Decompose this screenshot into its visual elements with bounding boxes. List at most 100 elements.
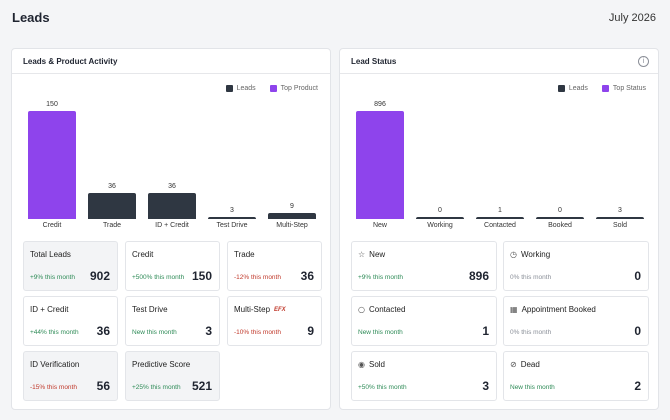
category-label: Multi-Step xyxy=(276,222,308,229)
tile-label: Test Drive xyxy=(132,305,168,314)
bar-test-drive[interactable]: 3 xyxy=(208,99,256,219)
tile-id-verification[interactable]: ID Verification -15% this month 56 xyxy=(23,351,118,401)
tile-test-drive[interactable]: Test Drive New this month 3 xyxy=(125,296,220,346)
tile-trend: New this month xyxy=(510,384,555,391)
bar-value-label: 0 xyxy=(438,207,442,214)
tile-new[interactable]: ☆ New +9% this month 896 xyxy=(351,241,497,291)
bar-value-label: 150 xyxy=(46,101,58,108)
category-label: Working xyxy=(427,222,453,229)
tile-value: 521 xyxy=(191,379,212,393)
tile-trend: +500% this month xyxy=(132,274,185,281)
bar-working[interactable]: 0 xyxy=(416,99,464,219)
bar-booked[interactable]: 0 xyxy=(536,99,584,219)
tile-credit[interactable]: Credit +500% this month 150 xyxy=(125,241,220,291)
lead-status-panel: Lead Status i Leads Top Status 896 0 1 0 3 ☆… xyxy=(339,48,659,410)
tile-trend: New this month xyxy=(132,329,177,336)
bar-mark xyxy=(208,216,256,219)
bar-id-credit[interactable]: 36 xyxy=(148,99,196,219)
bar-value-label: 36 xyxy=(108,183,116,191)
tile-label-text: Working xyxy=(520,250,551,259)
tile-trend: +44% this month xyxy=(30,329,79,336)
panel-divider xyxy=(340,73,658,74)
tile-trend: -12% this month xyxy=(234,274,281,281)
tile-label: ⊘ Dead xyxy=(510,360,540,369)
panel-title: Lead Status xyxy=(351,57,397,66)
tile-label: ◉ Sold xyxy=(358,360,385,369)
category-label: Sold xyxy=(612,222,627,229)
legend-label-top: Top Status xyxy=(612,85,646,92)
bar-sold[interactable]: 3 xyxy=(596,99,644,219)
tile-label-text: Test Drive xyxy=(132,305,168,314)
bar-multi-step[interactable]: 9 xyxy=(268,99,316,219)
status-bar-chart: 896 0 1 0 3 xyxy=(350,99,650,234)
info-icon[interactable]: i xyxy=(638,56,649,67)
legend-label-top: Top Product xyxy=(280,85,318,92)
tile-label: Multi-Step EFX xyxy=(234,305,286,314)
tile-contacted[interactable]: ○ Contacted New this month 1 xyxy=(351,296,497,346)
calendar-icon: ▦ xyxy=(510,305,518,314)
bar-contacted[interactable]: 1 xyxy=(476,99,524,219)
tile-trend: -10% this month xyxy=(234,329,281,336)
tile-trend: -15% this month xyxy=(30,384,77,391)
tile-label-text: Trade xyxy=(234,250,255,259)
tile-label-text: ID Verification xyxy=(30,360,80,369)
tile-label: ○ Contacted xyxy=(358,305,405,314)
category-label: New xyxy=(372,222,387,229)
tile-label: ◷ Working xyxy=(510,250,550,259)
tile-sold[interactable]: ◉ Sold +50% this month 3 xyxy=(351,351,497,401)
bar-value-label: 1 xyxy=(498,207,502,214)
panel-title: Leads & Product Activity xyxy=(23,57,118,66)
tile-label: ID + Credit xyxy=(30,305,68,314)
tile-dead[interactable]: ⊘ Dead New this month 2 xyxy=(503,351,649,401)
tile-total-leads[interactable]: Total Leads +9% this month 902 xyxy=(23,241,118,291)
tile-trend: New this month xyxy=(358,329,403,336)
category-label: Trade xyxy=(102,222,122,229)
bar-mark xyxy=(88,193,136,219)
tile-working[interactable]: ◷ Working 0% this month 0 xyxy=(503,241,649,291)
bar-mark xyxy=(476,217,524,219)
bar-mark xyxy=(416,217,464,219)
tile-label: Total Leads xyxy=(30,250,71,259)
tile-value: 3 xyxy=(205,324,212,338)
bar-trade[interactable]: 36 xyxy=(88,99,136,219)
tile-predictive-score[interactable]: Predictive Score +25% this month 521 xyxy=(125,351,220,401)
bar-value-label: 0 xyxy=(558,207,562,214)
tile-value: 36 xyxy=(300,269,314,283)
tile-label-text: Contacted xyxy=(368,305,406,314)
tile-trend: +50% this month xyxy=(358,384,407,391)
tile-trade[interactable]: Trade -12% this month 36 xyxy=(227,241,322,291)
tile-label: Predictive Score xyxy=(132,360,190,369)
bar-credit[interactable]: 150 xyxy=(28,99,76,219)
period-label[interactable]: July 2026 xyxy=(608,12,656,24)
tile-id-credit[interactable]: ID + Credit +44% this month 36 xyxy=(23,296,118,346)
bar-value-label: 9 xyxy=(290,202,294,210)
bar-mark xyxy=(536,217,584,219)
tile-label-text: Dead xyxy=(520,360,540,369)
tile-value: 150 xyxy=(191,269,212,283)
tile-label-text: Total Leads xyxy=(30,250,71,259)
bar-mark xyxy=(356,111,404,219)
bar-value-label: 36 xyxy=(168,183,176,191)
tile-appointment-booked[interactable]: ▦ Appointment Booked 0% this month 0 xyxy=(503,296,649,346)
tile-label-text: Appointment Booked xyxy=(521,305,596,314)
tile-value: 36 xyxy=(96,324,110,338)
leads-product-activity-panel: Leads & Product Activity Leads Top Produ… xyxy=(11,48,331,410)
chart-legend: Leads Top Product xyxy=(225,85,318,92)
tile-value: 2 xyxy=(634,379,641,393)
bar-mark xyxy=(148,193,196,219)
tile-multi-step[interactable]: Multi-Step EFX -10% this month 9 xyxy=(227,296,322,346)
tile-value: 0 xyxy=(634,324,641,338)
legend-label-leads: Leads xyxy=(568,85,588,92)
tile-value: 1 xyxy=(482,324,489,338)
chat-icon: ○ xyxy=(358,305,365,314)
category-label: Booked xyxy=(548,222,572,229)
legend-swatch-leads xyxy=(557,85,565,92)
chart-legend: Leads Top Status xyxy=(557,85,646,92)
bar-value-label: 3 xyxy=(230,206,234,214)
clock-icon: ◷ xyxy=(510,250,517,259)
tile-trend: +9% this month xyxy=(358,274,403,281)
bar-value-label: 896 xyxy=(374,101,386,108)
bar-new[interactable]: 896 xyxy=(356,99,404,219)
legend-swatch-top xyxy=(601,85,609,92)
bar-mark xyxy=(268,212,316,219)
